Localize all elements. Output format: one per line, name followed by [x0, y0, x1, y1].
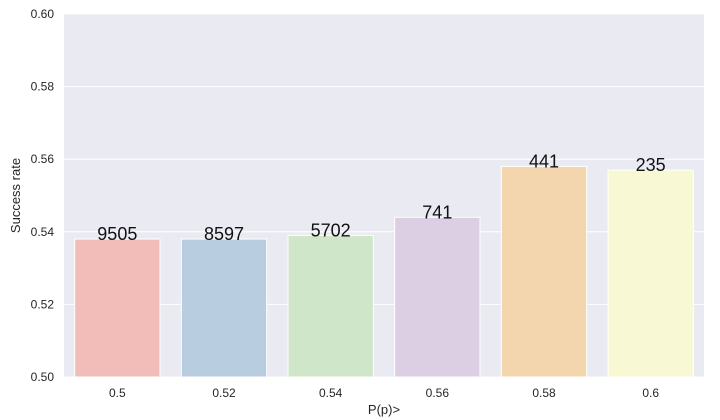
x-axis-title: P(p)> — [368, 402, 400, 417]
y-tick-label: 0.54 — [31, 225, 55, 239]
bar — [500, 165, 588, 378]
bar-data-label: 9505 — [97, 224, 137, 244]
x-tick-label: 0.5 — [109, 386, 126, 400]
y-tick-label: 0.50 — [31, 370, 55, 384]
y-axis: 0.50 0.52 0.54 0.56 0.58 0.60 — [31, 7, 55, 384]
x-tick-label: 0.6 — [642, 386, 659, 400]
bar — [180, 238, 268, 378]
y-tick-label: 0.58 — [31, 80, 55, 94]
grid-lines — [64, 13, 704, 378]
x-tick-label: 0.56 — [426, 386, 450, 400]
x-tick-label: 0.54 — [319, 386, 343, 400]
bar-data-label: 5702 — [311, 220, 351, 240]
bar-data-label: 235 — [636, 155, 666, 175]
bar-data-label: 8597 — [204, 224, 244, 244]
bars — [74, 165, 694, 378]
bar — [394, 216, 481, 378]
bar — [74, 238, 161, 378]
data-labels: 9505 8597 5702 741 441 235 — [97, 151, 665, 244]
bar — [607, 169, 694, 378]
x-axis: 0.5 0.52 0.54 0.56 0.58 0.6 — [109, 386, 659, 400]
bar-data-label: 441 — [529, 151, 559, 171]
x-tick-label: 0.58 — [532, 386, 556, 400]
y-tick-label: 0.60 — [31, 7, 55, 21]
y-tick-label: 0.52 — [31, 297, 55, 311]
bar — [287, 234, 374, 378]
y-tick-label: 0.56 — [31, 152, 55, 166]
plot-background — [64, 14, 704, 377]
bar-data-label: 741 — [422, 202, 452, 222]
y-axis-title: Success rate — [8, 158, 23, 233]
x-tick-label: 0.52 — [212, 386, 236, 400]
